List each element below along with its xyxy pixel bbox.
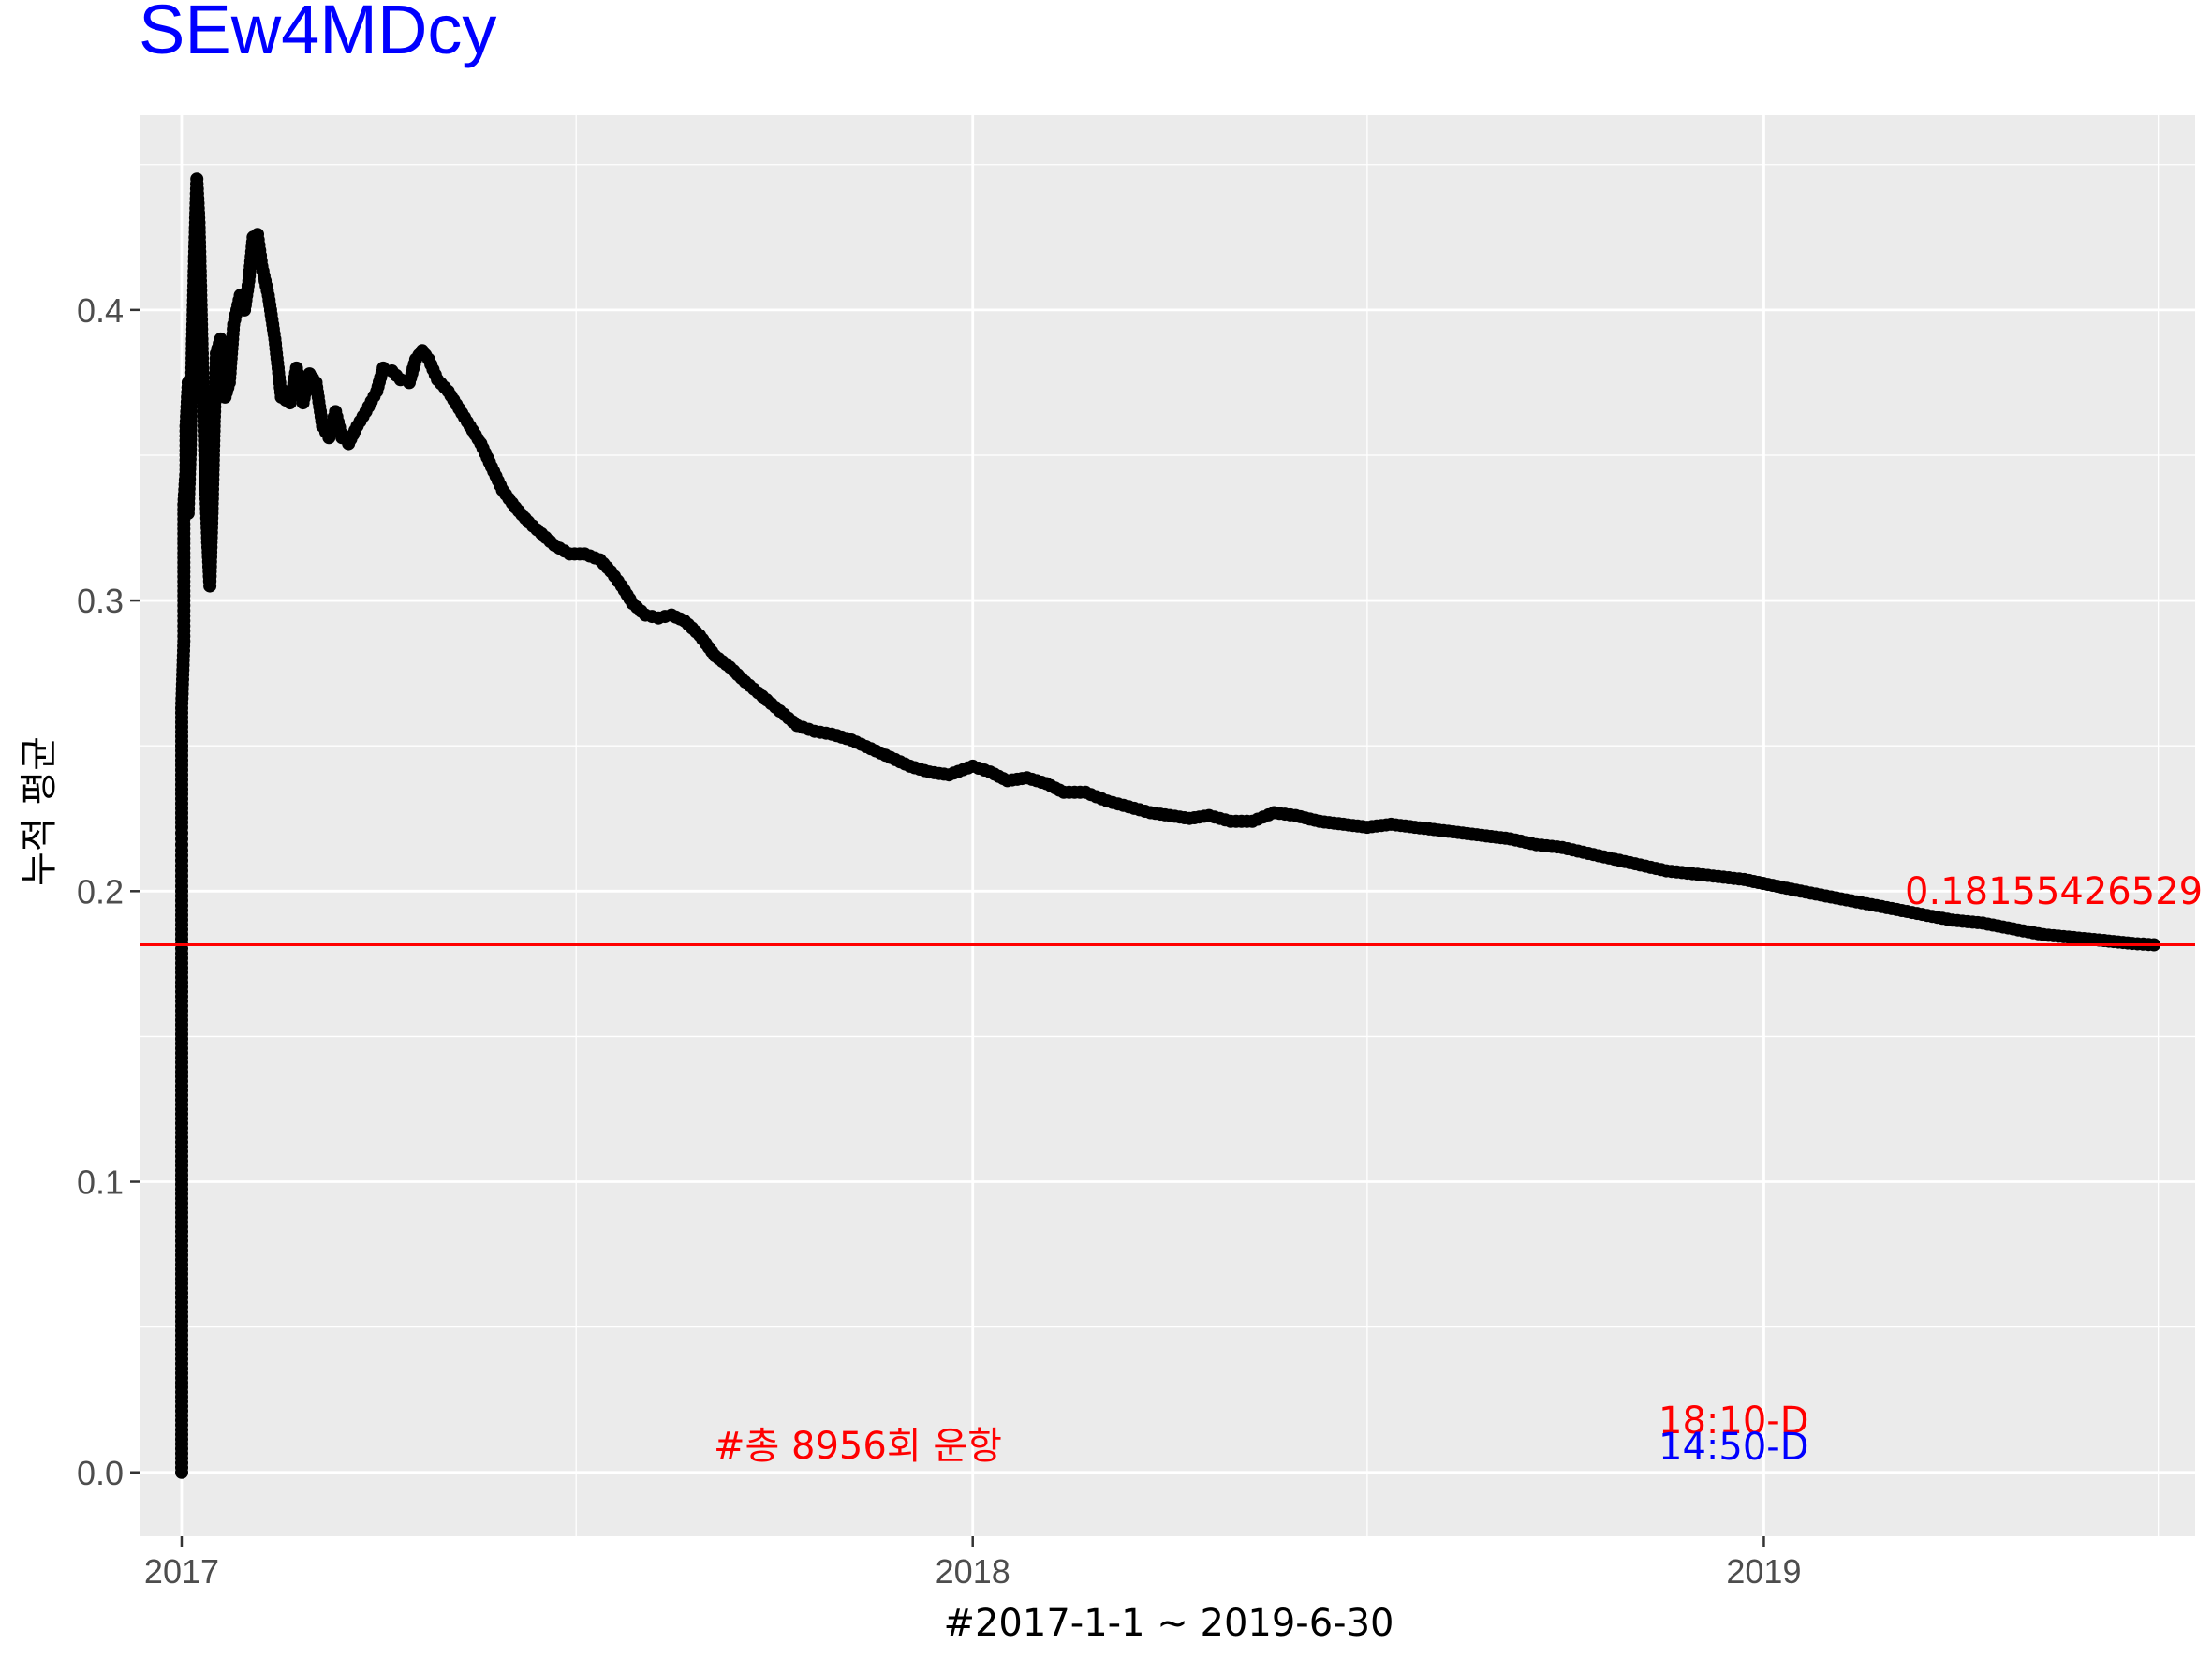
plot-panel [140, 115, 2195, 1536]
y-tick-label: 0.3 [77, 582, 124, 620]
series-points-group [175, 172, 2160, 1479]
y-tick-label: 0.1 [77, 1163, 124, 1202]
mean-value-label: 0.18155426529 [1905, 870, 2203, 913]
x-axis-title: #2017-1-1 ~ 2019-6-30 [943, 1602, 1394, 1645]
flight-count-label: #총 8956회 운항 [714, 1425, 1002, 1468]
x-tick-label: 2019 [1726, 1552, 1801, 1591]
x-tick-label: 2018 [936, 1552, 1010, 1591]
time-label-1450: 14:50-D [1659, 1426, 1809, 1469]
y-axis-title: 누적 평균 [18, 736, 61, 886]
chart-title: SEw4MDcy [139, 0, 496, 68]
y-tick-label: 0.4 [77, 291, 124, 330]
time-label-1810: 18:10-D [1659, 1400, 1809, 1443]
x-tick-label: 2017 [144, 1552, 219, 1591]
y-tick-label: 0.2 [77, 872, 124, 911]
panel-background [140, 115, 2195, 1536]
y-tick-label: 0.0 [77, 1454, 124, 1492]
axes-group: 0.0 0.1 0.2 0.3 0.4 2017 2018 2019 [77, 291, 1802, 1591]
